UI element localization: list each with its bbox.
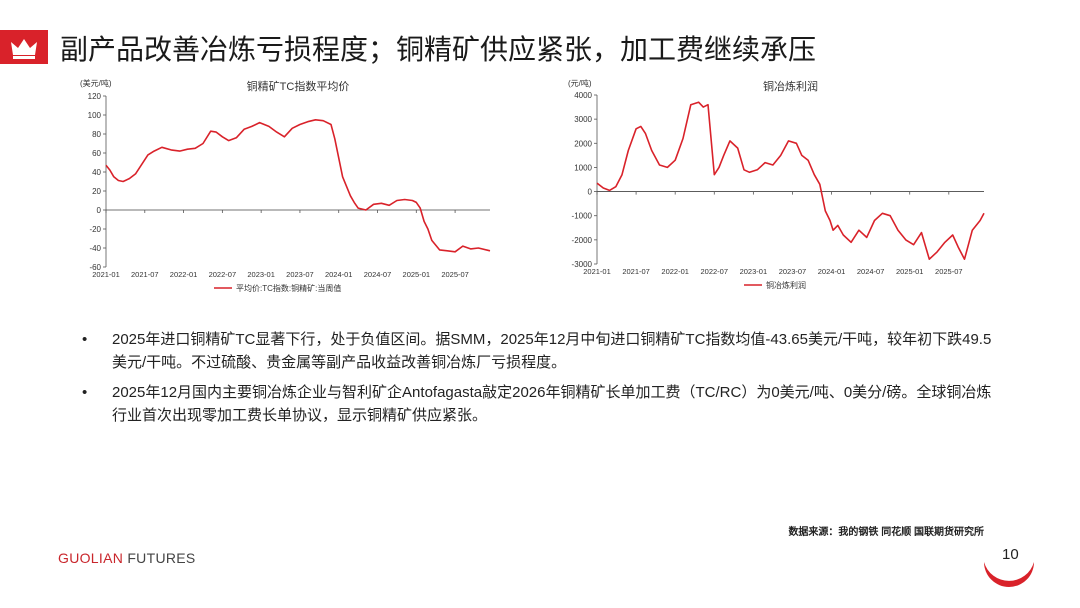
legend-label: 平均价:TC指数:铜精矿:当周值 [236,283,341,293]
y-tick-label: 100 [88,111,102,120]
y-tick-label: -40 [89,244,101,253]
x-tick-label: 2024-07 [857,267,885,276]
series-line [105,119,491,253]
x-tick-label: 2021-01 [583,267,611,276]
y-tick-label: -3000 [572,260,593,269]
brand-name-red: GUOLIAN [58,550,124,566]
y-tick-label: 60 [92,149,101,158]
bullet-list: 2025年进口铜精矿TC显著下行，处于负值区间。据SMM，2025年12月中旬进… [82,328,992,434]
y-tick-label: 0 [97,206,102,215]
data-source: 数据来源：我的钢铁 同花顺 国联期货研究所 [788,527,984,538]
y-tick-label: -20 [89,225,101,234]
x-tick-label: 2022-07 [209,270,237,279]
chart-smelting-profit-svg: 铜冶炼利润 (元/吨) -3000 -2000 -1000 0 1000 2000 3000 40… [568,78,985,290]
x-tick-label: 2025-07 [441,270,469,279]
x-tick-label: 2022-01 [170,270,198,279]
y-tick-label: -2000 [572,236,593,245]
x-tick-label: 2023-01 [740,267,768,276]
x-tick-label: 2023-01 [247,270,275,279]
crown-logo [0,30,48,64]
x-tick-label: 2023-07 [286,270,314,279]
x-tick-label: 2023-07 [779,267,807,276]
y-axis-unit-label: (美元/吨) [80,78,112,88]
bullet-item: 2025年进口铜精矿TC显著下行，处于负值区间。据SMM，2025年12月中旬进… [82,328,992,374]
page-number: 10 [1002,546,1019,563]
chart-tc-index: 铜精矿TC指数平均价 (美元/吨) -60 -40 -20 0 20 40 60 80 100 120… [76,76,496,311]
x-tick-label: 2021-07 [622,267,650,276]
chart-tc-index-svg: 铜精矿TC指数平均价 (美元/吨) -60 -40 -20 0 20 40 60 80 100 120… [80,78,491,293]
y-tick-label: 0 [588,188,593,197]
y-tick-label: -1000 [572,212,593,221]
brand-name-gray: FUTURES [127,550,196,566]
page-corner-arc [984,562,1034,587]
x-tick-label: 2021-07 [131,270,159,279]
x-tick-label: 2024-01 [325,270,353,279]
x-tick-label: 2021-01 [92,270,120,279]
x-tick-label: 2022-07 [701,267,729,276]
brand-name: GUOLIAN FUTURES [58,550,196,566]
x-tick-label: 2024-07 [364,270,392,279]
y-tick-label: 20 [92,187,101,196]
chart-smelting-profit: 铜冶炼利润 (元/吨) -3000 -2000 -1000 0 1000 2000 3000 40… [562,76,992,311]
y-tick-label: 120 [88,92,102,101]
y-tick-label: 80 [92,130,101,139]
page-title: 副产品改善冶炼亏损程度；铜精矿供应紧张，加工费继续承压 [60,33,817,66]
y-tick-label: 1000 [574,163,592,172]
chart-title: 铜精矿TC指数平均价 [247,79,350,93]
y-tick-label: 4000 [574,91,592,100]
x-tick-label: 2022-01 [661,267,689,276]
y-tick-label: -60 [89,263,101,272]
x-tick-label: 2024-01 [818,267,846,276]
series-line [596,101,985,260]
x-tick-label: 2025-01 [896,267,924,276]
x-tick-label: 2025-07 [935,267,963,276]
bullet-item: 2025年12月国内主要铜冶炼企业与智利矿企Antofagasta敲定2026年… [82,381,992,427]
chart-title: 铜冶炼利润 [763,79,818,93]
y-tick-label: 2000 [574,139,592,148]
x-tick-label: 2025-01 [403,270,431,279]
y-tick-label: 40 [92,168,101,177]
legend-label: 铜冶炼利润 [766,280,806,290]
y-axis-unit-label: (元/吨) [568,78,592,88]
y-tick-label: 3000 [574,115,592,124]
